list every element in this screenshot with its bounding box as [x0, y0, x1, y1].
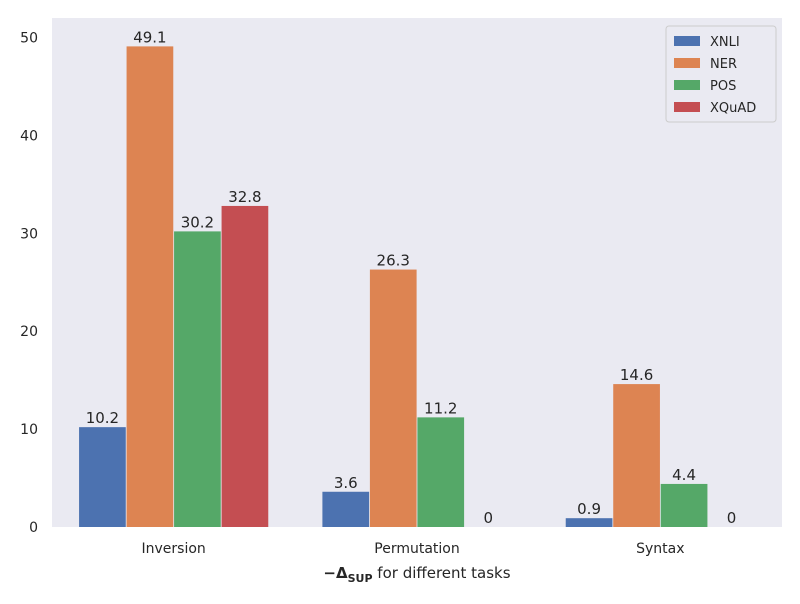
data-label-xnli-inversion: 10.2 — [86, 409, 119, 427]
legend-label-xnli: XNLI — [710, 35, 740, 50]
data-label-ner-syntax: 14.6 — [620, 366, 653, 384]
legend: XNLI NER POS XQuAD — [665, 25, 777, 123]
legend-label-pos: POS — [710, 79, 736, 94]
x-axis-title-symbol: −Δ — [323, 564, 348, 582]
data-label-pos-inversion: 30.2 — [181, 213, 214, 231]
data-label-xquad-inversion: 32.8 — [228, 188, 261, 206]
y-tick-label: 30 — [20, 226, 38, 242]
legend-swatch-ner — [674, 58, 700, 68]
legend-swatch-xquad — [674, 102, 700, 112]
plot-area-background — [52, 18, 782, 527]
x-axis-title: −ΔSUP for different tasks — [323, 564, 510, 585]
data-label-xquad-syntax: 0 — [727, 509, 737, 527]
data-label-ner-inversion: 49.1 — [133, 28, 166, 46]
y-tick-label: 0 — [29, 520, 38, 536]
data-label-xnli-syntax: 0.9 — [577, 500, 601, 518]
data-label-xnli-permutation: 3.6 — [334, 474, 358, 492]
x-tick-label-permutation: Permutation — [374, 541, 459, 557]
x-tick-label-syntax: Syntax — [636, 541, 684, 557]
bars-layer — [79, 46, 708, 527]
data-label-pos-syntax: 4.4 — [672, 466, 696, 484]
bar-pos-permutation — [417, 417, 465, 527]
bar-ner-inversion — [126, 46, 174, 527]
bar-pos-syntax — [660, 483, 708, 527]
legend-label-ner: NER — [710, 57, 737, 72]
legend-swatch-pos — [674, 80, 700, 90]
data-labels-layer: 10.2 49.1 30.2 32.8 3.6 26.3 11.2 0 0.9 14.6 4.4 0 — [86, 28, 737, 527]
x-axis: Inversion Permutation Syntax — [142, 541, 685, 557]
bar-xquad-inversion — [221, 205, 269, 527]
y-tick-label: 10 — [20, 422, 38, 438]
x-axis-title-rest: for different tasks — [373, 564, 511, 582]
legend-swatch-xnli — [674, 36, 700, 46]
y-tick-label: 50 — [20, 31, 38, 47]
y-axis: 0 10 20 30 40 50 — [20, 31, 38, 536]
x-axis-title-subscript: SUP — [348, 572, 373, 585]
bar-pos-inversion — [174, 231, 221, 527]
legend-label-xquad: XQuAD — [710, 101, 756, 116]
bar-xnli-inversion — [79, 427, 126, 527]
y-tick-label: 40 — [20, 128, 38, 144]
data-label-pos-permutation: 11.2 — [424, 399, 457, 417]
bar-xnli-syntax — [565, 518, 613, 527]
legend-frame — [665, 25, 777, 123]
y-tick-label: 20 — [20, 324, 38, 340]
data-label-xquad-permutation: 0 — [483, 509, 493, 527]
bar-ner-permutation — [369, 269, 417, 527]
data-label-ner-permutation: 26.3 — [377, 252, 410, 270]
bar-ner-syntax — [613, 384, 660, 527]
x-tick-label-inversion: Inversion — [142, 541, 206, 557]
bar-xnli-permutation — [322, 491, 370, 527]
